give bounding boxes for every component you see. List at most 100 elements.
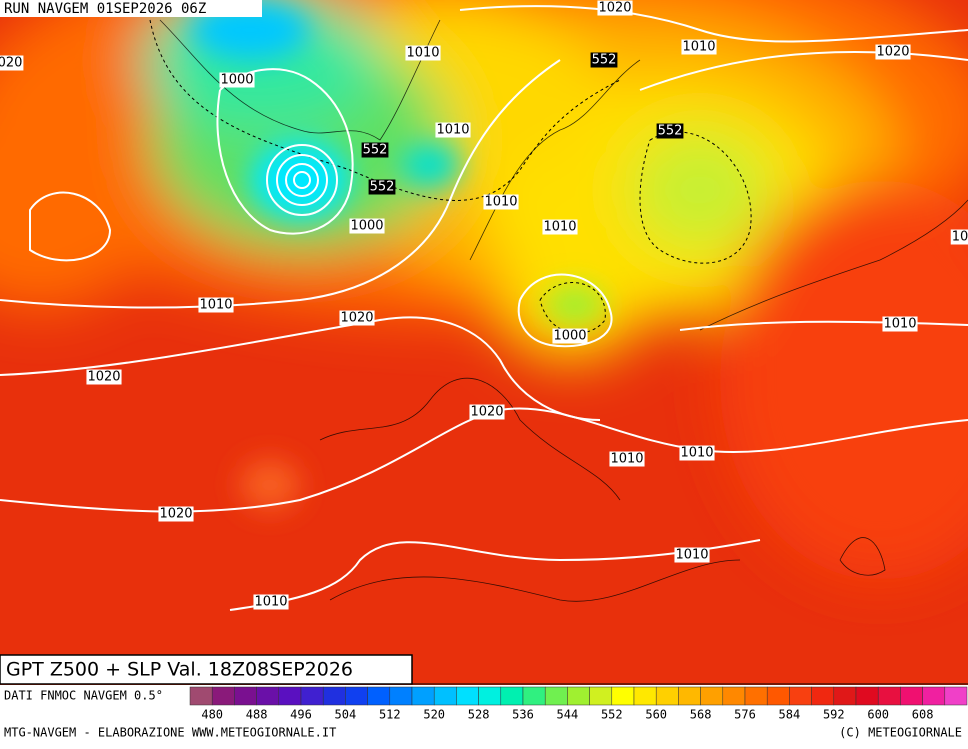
- contour-label: 1000: [219, 72, 255, 88]
- contour-label: 1010: [681, 39, 717, 55]
- colorbar-tick-label: 552: [601, 708, 623, 722]
- contour-label-text: 1020: [87, 370, 120, 385]
- colorbar-tick-label: 600: [867, 708, 889, 722]
- colorbar-swatch: [500, 686, 524, 706]
- colorbar-swatch: [367, 686, 391, 706]
- colorbar-swatch: [278, 686, 302, 706]
- footer-left: MTG-NAVGEM - ELABORAZIONE WWW.METEOGIORN…: [4, 726, 336, 740]
- contour-label-text: 1010: [610, 452, 643, 467]
- contour-label-text: 1020: [340, 311, 373, 326]
- contour-label-bg: [198, 297, 234, 313]
- colorbar-swatch: [944, 686, 968, 706]
- colorbar-swatch: [766, 686, 790, 706]
- colorbar-tick-label: 536: [512, 708, 534, 722]
- colorbar-swatch: [833, 686, 857, 706]
- colorbar-tick-label: 480: [201, 708, 223, 722]
- contour-label-bg: [674, 547, 710, 563]
- colorbar-swatch: [700, 686, 724, 706]
- contour-label-text: 1010: [883, 317, 916, 332]
- colorbar-swatch: [811, 686, 835, 706]
- header-bg: [0, 0, 262, 17]
- contour-label: 552: [361, 142, 389, 158]
- contour-label-text: 1000: [350, 219, 383, 234]
- contour-label-text: 1010: [682, 40, 715, 55]
- contour-label: 1010: [679, 445, 715, 461]
- contour-label-bg: [597, 0, 633, 16]
- contour-label: 1010: [435, 122, 471, 138]
- colorbar-tick-label: 512: [379, 708, 401, 722]
- contour-label: 1010: [674, 547, 710, 563]
- map-title: GPT Z500 + SLP Val. 18Z08SEP2026: [6, 659, 353, 681]
- contour-label-text: 1020: [470, 405, 503, 420]
- contour-label-text: 1010: [484, 195, 517, 210]
- colorbar-swatch: [900, 686, 923, 706]
- contour-label-bg: [361, 142, 389, 158]
- colorbar-tick-label: 544: [557, 708, 579, 722]
- contour-label-bg: [950, 229, 968, 245]
- contour-label-bg: [552, 328, 588, 344]
- contour-label: 1000: [552, 328, 588, 344]
- contour-label-text: 552: [363, 143, 388, 158]
- colorbar-swatch: [633, 686, 657, 706]
- colorbar-swatch: [211, 686, 235, 706]
- contour-label-bg: [590, 52, 618, 68]
- contour-label: 1020: [597, 0, 633, 16]
- colorbar-swatch: [544, 686, 568, 706]
- contour-label-text: 1010: [543, 220, 576, 235]
- contour-label-text: 10: [952, 230, 968, 245]
- contour-label-text: 1020: [159, 507, 192, 522]
- colorbar-tick-label: 568: [690, 708, 712, 722]
- contour-label: 1020: [469, 404, 505, 420]
- colorbar-tick-label: 520: [423, 708, 445, 722]
- contour-label: 1010: [609, 451, 645, 467]
- colorbar-swatch: [855, 686, 879, 706]
- colorbar-swatch: [256, 686, 280, 706]
- colorbar-swatch: [389, 686, 413, 706]
- colorbar-swatch: [433, 686, 457, 706]
- contour-label-text: 552: [658, 124, 683, 139]
- colorbar-swatch: [456, 686, 479, 706]
- contour-label-text: 1010: [436, 123, 469, 138]
- contour-label-bg: [0, 55, 24, 71]
- contour-label-text: 1010: [254, 595, 287, 610]
- contour-label-bg: [875, 44, 911, 60]
- contour-label-bg: [679, 445, 715, 461]
- colorbar-swatch: [189, 686, 213, 706]
- field: [0, 0, 968, 685]
- contour-label-text: 1010: [675, 548, 708, 563]
- contour-label-bg: [368, 179, 396, 195]
- contour-label-text: 552: [592, 53, 617, 68]
- contour-label-text: 1010: [199, 298, 232, 313]
- z500-552: [149, 19, 752, 334]
- colorbar-swatch: [877, 686, 901, 706]
- contour-label: 1010: [198, 297, 234, 313]
- colorbar-tick-label: 592: [823, 708, 845, 722]
- colorbar-swatch: [234, 686, 257, 706]
- contour-label-bg: [253, 594, 289, 610]
- contour-label-text: 1020: [876, 45, 909, 60]
- coastlines: [159, 19, 968, 602]
- colorbar-swatch: [722, 686, 746, 706]
- colorbar-swatch: [789, 686, 812, 706]
- contour-label-bg: [86, 369, 122, 385]
- contour-label-bg: [681, 39, 717, 55]
- contour-label-bg: [882, 316, 918, 332]
- contour-label: 1010: [882, 316, 918, 332]
- contour-label: 1010: [542, 219, 578, 235]
- contour-label-text: 1010: [406, 46, 439, 61]
- contour-label-bg: [219, 72, 255, 88]
- contour-label-text: 020: [0, 56, 22, 71]
- contour-label-bg: [469, 404, 505, 420]
- colorbar-tick-label: 496: [290, 708, 312, 722]
- contour-label-bg: [483, 194, 519, 210]
- colorbar-swatch: [922, 686, 946, 706]
- colorbar-swatch: [322, 686, 346, 706]
- colorbar-swatch: [589, 686, 613, 706]
- contour-label-text: 552: [370, 180, 395, 195]
- contour-label: 552: [368, 179, 396, 195]
- contour-label: 1020: [875, 44, 911, 60]
- contour-label-bg: [656, 123, 684, 139]
- contour-label: 1000: [349, 218, 385, 234]
- contour-label: 020: [0, 55, 24, 71]
